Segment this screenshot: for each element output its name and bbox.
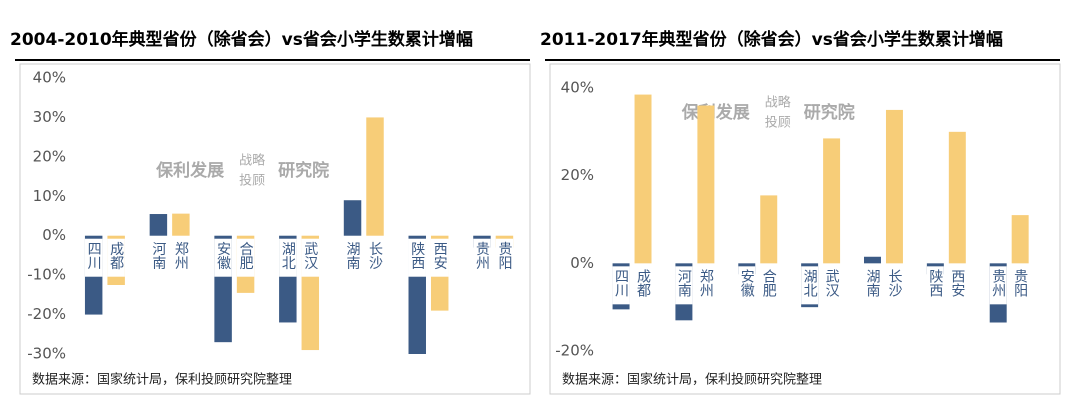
label-bg (864, 266, 881, 305)
label-bg (823, 266, 841, 305)
label-bg (760, 266, 778, 305)
bar-label: 西安 (432, 242, 448, 270)
bar (697, 105, 715, 264)
bar-label: 湖北 (280, 242, 296, 271)
bar-label: 四川 (613, 269, 629, 297)
bar (885, 109, 903, 264)
bar-label: 湖北 (802, 269, 818, 298)
watermark: 投顾 (239, 173, 265, 189)
bar-label: 四川 (86, 242, 102, 270)
watermark: 研究院 (278, 160, 329, 181)
watermark: 保利发展 (681, 102, 750, 123)
bar-label: 长沙 (886, 269, 902, 297)
bar-label: 武汉 (824, 269, 840, 297)
label-bg (236, 238, 255, 277)
label-bg (408, 238, 426, 277)
label-bg (926, 266, 944, 305)
label-bg (149, 238, 168, 277)
y-tick-label: 20% (33, 147, 66, 165)
y-tick-label: 40% (561, 79, 594, 97)
plot-frame (549, 63, 1061, 395)
bar-label: 陕西 (927, 269, 943, 297)
watermark: 投顾 (765, 115, 791, 131)
bar-label: 贵阳 (1012, 269, 1028, 297)
bar-label: 贵州 (474, 242, 490, 270)
bar (634, 94, 652, 264)
plot-frame (19, 63, 531, 395)
y-tick-label: 30% (33, 108, 66, 126)
label-bg (948, 266, 966, 305)
bar-label: 湖南 (345, 242, 361, 270)
bar-label: 成都 (635, 269, 651, 297)
y-tick-label: 0% (570, 254, 594, 272)
bar-label: 郑州 (698, 269, 714, 297)
bar-label: 河南 (150, 242, 166, 270)
bar-label: 成都 (108, 242, 124, 270)
label-bg (697, 266, 715, 305)
y-tick-label: -20% (555, 342, 594, 360)
bar-label: 合肥 (238, 242, 254, 271)
bar-label: 贵阳 (496, 242, 512, 270)
label-bg (612, 266, 630, 305)
y-tick-label: -20% (27, 305, 66, 323)
bar-label: 陕西 (409, 242, 425, 270)
label-bg (885, 266, 903, 305)
label-bg (107, 238, 125, 277)
bar-label: 郑州 (173, 242, 189, 270)
bar-label: 武汉 (302, 242, 318, 270)
bar (948, 131, 966, 264)
y-tick-label: 20% (561, 166, 594, 184)
bar-label: 长沙 (367, 242, 383, 270)
y-tick-label: -10% (27, 266, 66, 284)
bar-label: 安徽 (215, 242, 231, 270)
bar (343, 200, 362, 236)
label-bg (801, 266, 819, 305)
bar-label: 安徽 (739, 269, 755, 297)
bar-label: 贵州 (990, 269, 1006, 297)
source-note: 数据来源：国家统计局，保利投顾研究院整理 (562, 372, 822, 388)
bar (149, 214, 168, 236)
label-bg (214, 238, 232, 277)
label-bg (301, 238, 320, 277)
source-note: 数据来源：国家统计局，保利投顾研究院整理 (32, 372, 292, 388)
bar-label: 西安 (949, 269, 965, 297)
bar (864, 256, 881, 264)
bar (823, 138, 841, 264)
bar (760, 195, 778, 264)
bar-label: 河南 (676, 269, 692, 297)
chart-title: 2004-2010年典型省份（除省会）vs省会小学生数累计增幅 (10, 29, 473, 50)
bar-label: 合肥 (761, 269, 777, 298)
label-bg (279, 238, 297, 277)
label-bg (738, 266, 756, 305)
watermark: 战略 (239, 153, 265, 169)
label-bg (343, 238, 362, 277)
y-tick-label: -30% (27, 345, 66, 363)
watermark: 保利发展 (155, 160, 224, 181)
label-bg (989, 266, 1007, 305)
label-bg (634, 266, 652, 305)
watermark: 战略 (765, 95, 791, 111)
label-bg (1011, 266, 1029, 305)
label-bg (473, 238, 491, 277)
label-bg (366, 238, 384, 277)
label-bg (430, 238, 449, 277)
y-tick-label: 10% (33, 187, 66, 205)
label-bg (172, 238, 190, 277)
y-tick-label: 0% (42, 226, 66, 244)
chart-title: 2011-2017年典型省份（除省会）vs省会小学生数累计增幅 (540, 29, 1003, 50)
bar (172, 213, 190, 236)
label-bg (84, 238, 103, 277)
bar-label: 湖南 (864, 269, 880, 297)
label-bg (675, 266, 693, 305)
y-tick-label: 40% (33, 69, 66, 87)
label-bg (495, 238, 514, 277)
bar (366, 117, 384, 236)
bar (1011, 215, 1029, 264)
watermark: 研究院 (804, 102, 855, 123)
